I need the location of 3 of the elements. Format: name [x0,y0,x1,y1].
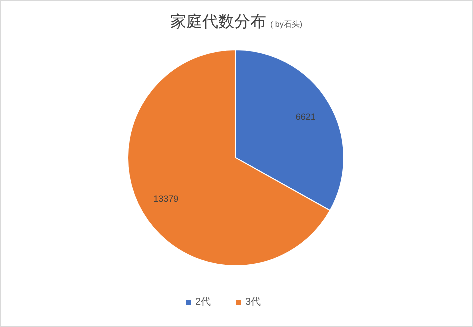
title: 家庭代数分布 ( by石头) [170,14,302,31]
chart-title: 家庭代数分布 [170,13,266,31]
subtitle: ( by石头) [270,20,302,29]
